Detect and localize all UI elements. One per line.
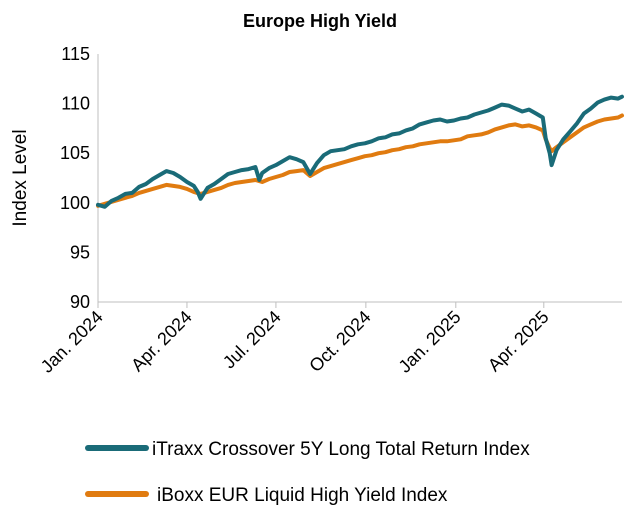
y-tick-labels: 90 95 100 105 110 115 xyxy=(60,44,90,312)
chart-title: Europe High Yield xyxy=(243,11,397,31)
series-lines xyxy=(96,94,624,209)
x-tick-label: Jan. 2025 xyxy=(395,307,465,377)
y-tick-label: 95 xyxy=(70,242,90,262)
x-tick-label: Jan. 2024 xyxy=(37,307,107,377)
x-tick-labels: Jan. 2024 Apr. 2024 Jul. 2024 Oct. 2024 Jan.… xyxy=(37,302,553,377)
legend-label-iboxx: iBoxx EUR Liquid High Yield Index xyxy=(157,485,448,506)
legend: iTraxx Crossover 5Y Long Total Return In… xyxy=(85,439,530,506)
y-tick-label: 110 xyxy=(61,94,90,114)
x-tick-label: Apr. 2025 xyxy=(484,307,553,376)
series-line xyxy=(96,94,624,209)
x-tick-label: Jul. 2024 xyxy=(219,307,285,373)
x-tick-label: Apr. 2024 xyxy=(127,307,196,376)
y-tick-label: 105 xyxy=(60,143,90,163)
x-tick-label: Oct. 2024 xyxy=(305,307,374,376)
y-tick-label: 100 xyxy=(60,193,90,213)
y-tick-label: 90 xyxy=(70,292,90,312)
y-tick-label: 115 xyxy=(61,44,90,64)
legend-label-itraxx: iTraxx Crossover 5Y Long Total Return In… xyxy=(152,439,530,460)
y-axis-label: Index Level xyxy=(10,129,31,226)
